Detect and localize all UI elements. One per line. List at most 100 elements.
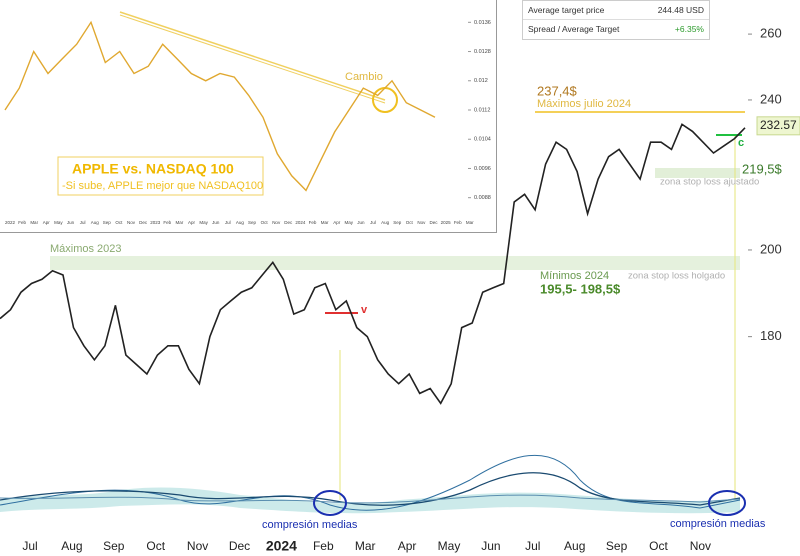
annotation: 237,4$ bbox=[537, 83, 578, 98]
info-label: Average target price bbox=[528, 5, 605, 15]
x-tick-label: 2025 bbox=[441, 220, 452, 225]
x-tick-label: Jul bbox=[370, 220, 376, 225]
y-tick-label: 0.0104 bbox=[474, 137, 491, 143]
x-tick-label: Aug bbox=[236, 220, 245, 225]
x-tick-label: Jul bbox=[225, 220, 231, 225]
x-tick-label: Nov bbox=[272, 220, 281, 225]
y-tick-label: 200 bbox=[760, 241, 782, 256]
x-tick-label: Jul bbox=[525, 539, 540, 553]
x-tick-label: 2024 bbox=[266, 538, 297, 554]
y-tick-label: 260 bbox=[760, 26, 782, 41]
y-tick-label: 0.0128 bbox=[474, 49, 491, 55]
x-tick-label: Oct bbox=[146, 539, 165, 553]
x-tick-label: Feb bbox=[18, 220, 26, 225]
annotation: zona stop loss ajustado bbox=[660, 177, 759, 188]
x-tick-label: Nov bbox=[187, 539, 208, 553]
y-tick-label: 0.0096 bbox=[474, 166, 491, 172]
note: Cambio bbox=[345, 71, 383, 83]
inset-title: APPLE vs. NASDAQ 100 bbox=[72, 161, 234, 177]
zone-band bbox=[50, 256, 740, 270]
x-tick-label: 2022 bbox=[5, 220, 16, 225]
x-tick-label: Aug bbox=[381, 220, 390, 225]
x-tick-label: Mar bbox=[321, 220, 329, 225]
x-tick-label: Dec bbox=[139, 220, 148, 225]
inset-subtitle: -Si sube, APPLE mejor que NASDAQ100 bbox=[62, 180, 263, 192]
x-tick-label: Oct bbox=[115, 220, 123, 225]
x-tick-label: Mar bbox=[176, 220, 184, 225]
x-tick-label: Aug bbox=[564, 539, 585, 553]
x-tick-label: 2024 bbox=[295, 220, 306, 225]
info-label: Spread / Average Target bbox=[528, 24, 620, 34]
oscillator-line bbox=[0, 494, 741, 504]
x-tick-label: Jul bbox=[22, 539, 37, 553]
x-tick-label: Feb bbox=[313, 539, 334, 553]
y-tick-label: 0.0136 bbox=[474, 20, 491, 26]
x-tick-label: May bbox=[54, 220, 63, 225]
annotation: compresión medias bbox=[670, 518, 766, 530]
highlight bbox=[313, 490, 347, 516]
annotation: c bbox=[738, 137, 744, 149]
zone-band bbox=[655, 168, 740, 178]
x-tick-label: Apr bbox=[398, 539, 417, 553]
x-tick-label: Jun bbox=[67, 220, 75, 225]
x-tick-label: Oct bbox=[261, 220, 269, 225]
x-tick-label: Mar bbox=[30, 220, 38, 225]
info-value: 244.48 USD bbox=[657, 5, 704, 15]
y-tick-label: 0.012 bbox=[474, 78, 488, 84]
x-tick-label: Sep bbox=[103, 220, 112, 225]
x-tick-label: Mar bbox=[355, 539, 376, 553]
highlight bbox=[708, 490, 746, 516]
annotation: Máximos julio 2024 bbox=[537, 98, 631, 110]
x-tick-label: Sep bbox=[248, 220, 257, 225]
y-tick-label: 0.0088 bbox=[474, 195, 491, 201]
x-tick-label: Apr bbox=[188, 220, 196, 225]
x-tick-label: Aug bbox=[61, 539, 82, 553]
annotation: 195,5- 198,5$ bbox=[540, 281, 621, 296]
x-tick-label: Sep bbox=[393, 220, 402, 225]
annotation: compresión medias bbox=[262, 519, 358, 531]
annotation: Máximos 2023 bbox=[50, 243, 122, 255]
x-tick-label: Jun bbox=[357, 220, 365, 225]
annotation: v bbox=[361, 304, 368, 316]
price-line bbox=[0, 123, 746, 405]
x-tick-label: Dec bbox=[429, 220, 438, 225]
price-label: 232.57 bbox=[760, 118, 797, 132]
price-tag bbox=[756, 116, 800, 136]
x-tick-label: Dec bbox=[284, 220, 293, 225]
x-tick-label: Feb bbox=[309, 220, 317, 225]
annotation: 219,5$ bbox=[742, 161, 783, 176]
annotation: Mínimos 2024 bbox=[540, 270, 609, 282]
x-tick-label: May bbox=[199, 220, 208, 225]
oscillator-line bbox=[0, 472, 741, 506]
x-tick-label: Sep bbox=[606, 539, 628, 553]
x-tick-label: Dec bbox=[229, 539, 250, 553]
x-tick-label: Apr bbox=[333, 220, 341, 225]
x-tick-label: Sep bbox=[103, 539, 125, 553]
x-tick-label: Mar bbox=[466, 220, 474, 225]
caption-box bbox=[57, 156, 264, 196]
ratio-line bbox=[4, 20, 436, 192]
x-tick-label: May bbox=[345, 220, 354, 225]
info-box: Average target price 244.48 USD Spread / … bbox=[522, 0, 710, 40]
x-tick-label: Feb bbox=[454, 220, 462, 225]
x-tick-label: Feb bbox=[163, 220, 171, 225]
x-tick-label: May bbox=[438, 539, 461, 553]
info-value: +6.35% bbox=[674, 24, 704, 34]
x-tick-label: Jun bbox=[481, 539, 500, 553]
trend-line bbox=[119, 11, 386, 101]
x-tick-label: Nov bbox=[690, 539, 711, 553]
x-tick-label: Apr bbox=[43, 220, 51, 225]
oscillator-band bbox=[0, 487, 740, 514]
x-tick-label: 2023 bbox=[150, 220, 161, 225]
x-tick-label: Aug bbox=[91, 220, 100, 225]
trend-line bbox=[119, 14, 386, 104]
x-tick-label: Nov bbox=[127, 220, 136, 225]
x-tick-label: Jun bbox=[212, 220, 220, 225]
y-tick-label: 0.0112 bbox=[474, 107, 490, 113]
x-tick-label: Oct bbox=[649, 539, 668, 553]
y-tick-label: 240 bbox=[760, 91, 782, 106]
annotation: zona stop loss holgado bbox=[628, 271, 725, 282]
x-tick-label: Nov bbox=[417, 220, 426, 225]
